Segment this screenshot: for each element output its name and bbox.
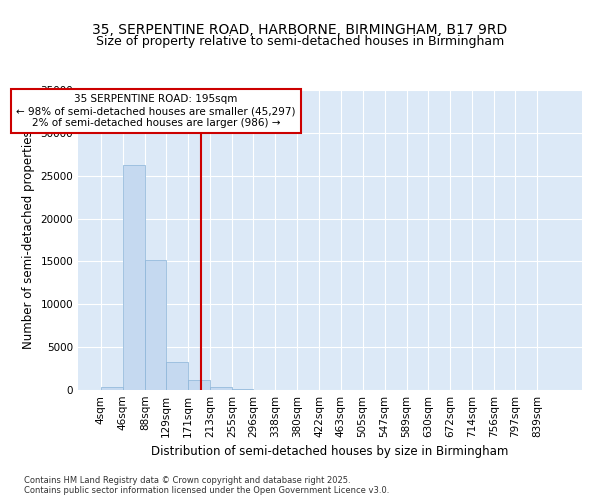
Bar bbox=[166, 362, 188, 390]
Text: Size of property relative to semi-detached houses in Birmingham: Size of property relative to semi-detach… bbox=[96, 35, 504, 48]
Bar bbox=[232, 389, 253, 390]
Bar bbox=[210, 386, 232, 390]
Bar bbox=[145, 260, 166, 390]
Bar bbox=[101, 386, 123, 390]
Bar bbox=[188, 380, 210, 390]
Text: Contains HM Land Registry data © Crown copyright and database right 2025.
Contai: Contains HM Land Registry data © Crown c… bbox=[24, 476, 389, 495]
Bar bbox=[123, 166, 145, 390]
Y-axis label: Number of semi-detached properties: Number of semi-detached properties bbox=[22, 130, 35, 350]
Text: 35 SERPENTINE ROAD: 195sqm
← 98% of semi-detached houses are smaller (45,297)
2%: 35 SERPENTINE ROAD: 195sqm ← 98% of semi… bbox=[16, 94, 296, 128]
Text: 35, SERPENTINE ROAD, HARBORNE, BIRMINGHAM, B17 9RD: 35, SERPENTINE ROAD, HARBORNE, BIRMINGHA… bbox=[92, 22, 508, 36]
X-axis label: Distribution of semi-detached houses by size in Birmingham: Distribution of semi-detached houses by … bbox=[151, 446, 509, 458]
